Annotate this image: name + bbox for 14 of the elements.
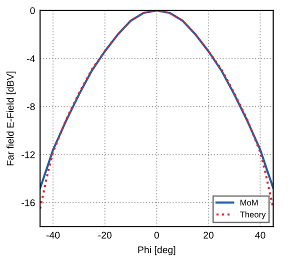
y-axis-title: Far field E-Field [dBV] [6,72,16,166]
y-tick-label: -4 [27,55,35,62]
x-axis-title: Phi [deg] [138,246,176,256]
y-tick-label: -12 [22,151,35,158]
y-tick-label: 0 [30,7,35,14]
y-tick-label: -8 [27,103,35,110]
x-tick-label: 0 [154,232,159,239]
x-tick-label: 20 [204,232,214,239]
y-tick-label: -16 [22,199,35,206]
x-tick-label: -20 [98,232,112,239]
legend-label: MoM [240,200,258,206]
x-tick-label: -40 [46,232,60,239]
x-tick-label: 40 [255,232,266,239]
legend-label: Theory [240,211,266,220]
